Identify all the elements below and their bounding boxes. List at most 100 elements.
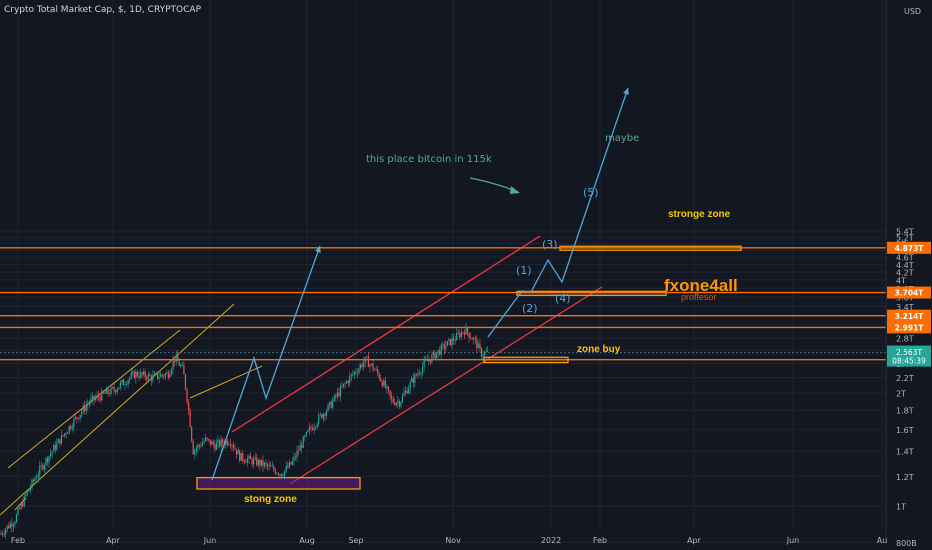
wave-label: (5) bbox=[583, 186, 599, 199]
candle-body bbox=[25, 495, 27, 496]
signature: fxone4all bbox=[664, 276, 738, 295]
candle-body bbox=[115, 390, 117, 393]
candle-body bbox=[150, 375, 152, 381]
candle-body bbox=[274, 469, 276, 474]
candle-body bbox=[270, 465, 272, 467]
candle-body bbox=[287, 466, 289, 468]
candle-body bbox=[355, 371, 357, 373]
candle-body bbox=[79, 414, 81, 419]
candle-body bbox=[282, 476, 284, 477]
channel-line-red bbox=[289, 286, 603, 485]
candle-body bbox=[136, 371, 138, 377]
candle-body bbox=[139, 372, 142, 378]
time-axis[interactable]: Feb Apr Jun Aug Sep Nov 2022 Feb Apr Jun Au bbox=[11, 536, 887, 545]
candle-body bbox=[299, 445, 301, 451]
wave-projections: (1) (2) (3) (4) (5) bbox=[211, 87, 629, 481]
candle-body bbox=[203, 440, 205, 443]
level-price-label: 2.991T bbox=[895, 324, 925, 333]
candle-body bbox=[426, 359, 428, 362]
time-tick-label: Jun bbox=[203, 536, 217, 545]
candle-body bbox=[294, 456, 297, 458]
zone-label: stronge zone bbox=[668, 209, 731, 220]
candle-body bbox=[153, 373, 156, 375]
candle-body bbox=[99, 397, 101, 401]
candle-body bbox=[211, 441, 213, 445]
candle-body bbox=[349, 375, 351, 384]
currency-label: USD bbox=[904, 7, 921, 16]
candle-body bbox=[403, 393, 405, 396]
candle-body bbox=[254, 457, 256, 459]
candle-body bbox=[195, 448, 197, 451]
candle-body bbox=[415, 374, 417, 376]
candle-body bbox=[353, 371, 355, 375]
candle-body bbox=[350, 374, 352, 376]
candle-body bbox=[186, 388, 188, 402]
candle-body bbox=[48, 456, 50, 463]
candle-body bbox=[342, 383, 345, 387]
candle-body bbox=[332, 400, 334, 408]
candle-body bbox=[39, 465, 41, 475]
candle-body bbox=[46, 458, 49, 463]
candle-body bbox=[442, 344, 444, 346]
candle-body bbox=[333, 395, 335, 401]
price-tick-label: 4T bbox=[896, 277, 906, 286]
candle-body bbox=[400, 402, 402, 406]
candle-body bbox=[363, 362, 365, 367]
candle-body bbox=[77, 418, 80, 420]
candle-body bbox=[437, 350, 439, 354]
candle-body bbox=[338, 392, 340, 397]
candle-body bbox=[112, 387, 114, 388]
candle-body bbox=[161, 374, 163, 376]
chart-title: Crypto Total Market Cap, $, 1D, CRYPTOCA… bbox=[4, 5, 201, 15]
candle-body bbox=[121, 380, 123, 383]
candle-body bbox=[37, 474, 39, 478]
candle-body bbox=[290, 462, 292, 465]
price-axis[interactable]: 800B1T1.2T1.4T1.6T1.8T2T2.2T2.4T2.6T2.8T… bbox=[885, 0, 931, 548]
candle-body bbox=[329, 401, 331, 405]
candle-body bbox=[446, 341, 448, 347]
candle-body bbox=[116, 389, 118, 393]
elliott-wave-arrow bbox=[487, 87, 629, 338]
candle-body bbox=[81, 411, 83, 415]
candle-body bbox=[487, 350, 489, 352]
candle-body bbox=[237, 450, 239, 455]
candle-body bbox=[370, 363, 373, 365]
candle-body bbox=[122, 380, 125, 385]
candle-body bbox=[167, 372, 169, 378]
candle-body bbox=[313, 427, 315, 430]
candle-body bbox=[51, 451, 53, 454]
candle-body bbox=[465, 327, 467, 335]
candle-body bbox=[88, 402, 90, 405]
candle-body bbox=[271, 466, 273, 468]
candle-body bbox=[32, 479, 35, 482]
candle-body bbox=[381, 381, 383, 387]
candle-body bbox=[418, 373, 421, 375]
zone-label: zone buy bbox=[577, 344, 621, 355]
candle-body bbox=[260, 459, 262, 466]
candle-body bbox=[96, 395, 98, 399]
candle-body bbox=[420, 372, 422, 374]
candle-body bbox=[315, 426, 317, 428]
candle-body bbox=[308, 427, 311, 431]
candle-body bbox=[408, 388, 410, 394]
candle-body bbox=[291, 461, 293, 465]
candle-body bbox=[431, 354, 433, 363]
candle-body bbox=[454, 340, 456, 341]
time-tick-label: Au bbox=[877, 536, 888, 545]
candle-body bbox=[288, 462, 290, 468]
candle-body bbox=[6, 525, 8, 530]
candle-body bbox=[327, 404, 329, 411]
candle-body bbox=[152, 374, 154, 381]
candle-body bbox=[98, 395, 100, 398]
candle-body bbox=[105, 389, 107, 394]
candle-body bbox=[125, 384, 128, 386]
candle-body bbox=[1, 533, 4, 535]
candle-body bbox=[307, 430, 309, 432]
candle-body bbox=[377, 369, 379, 373]
zone-label: stong zone bbox=[244, 494, 297, 505]
candle-body bbox=[305, 431, 307, 436]
candle-body bbox=[364, 356, 366, 363]
time-tick-label: Nov bbox=[445, 536, 461, 545]
candle-body bbox=[107, 389, 109, 394]
